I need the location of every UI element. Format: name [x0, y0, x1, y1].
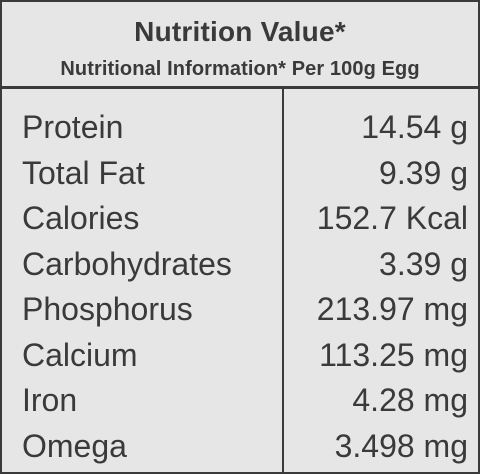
- table-subtitle: Nutritional Information* Per 100g Egg: [60, 58, 420, 80]
- nutrient-label: Calories: [22, 200, 140, 236]
- nutrient-label: Protein: [22, 109, 124, 145]
- table-row-calcium: Calcium 113.25 mg: [2, 334, 478, 380]
- nutrient-value: 4.28 mg: [352, 382, 468, 418]
- table-row-calories: Calories 152.7 Kcal: [2, 197, 478, 243]
- table-title: Nutrition Value*: [134, 16, 346, 47]
- nutrient-value: 14.54 g: [361, 109, 468, 145]
- nutrient-label: Carbohydrates: [22, 245, 232, 282]
- table-row-omega: Omega 3.498 mg: [2, 425, 478, 471]
- nutrient-label: Iron: [22, 382, 78, 418]
- nutrient-label: Total Fat: [22, 154, 145, 191]
- nutrient-value: 113.25 mg: [319, 336, 468, 373]
- table-row-phosphorus: Phosphorus 213.97 mg: [2, 288, 478, 334]
- nutrient-rows: Protein 14.54 g Total Fat 9.39 g Calorie…: [2, 106, 478, 470]
- nutrient-value: 3.498 mg: [334, 427, 468, 464]
- table-row-carbohydrates: Carbohydrates 3.39 g: [2, 243, 478, 289]
- nutrient-label: Phosphorus: [22, 291, 193, 327]
- table-row-iron: Iron 4.28 mg: [2, 379, 478, 425]
- table-row-protein: Protein 14.54 g: [2, 106, 478, 152]
- nutrient-value: 9.39 g: [379, 154, 468, 191]
- table-row-total-fat: Total Fat 9.39 g: [2, 152, 478, 198]
- nutrient-label: Calcium: [22, 336, 138, 373]
- nutrient-label: Omega: [22, 427, 127, 464]
- nutrient-value: 213.97 mg: [316, 291, 468, 327]
- table-header: Nutrition Value* Nutritional Information…: [2, 2, 478, 89]
- nutrient-value: 3.39 g: [379, 245, 468, 282]
- column-divider: [282, 89, 284, 472]
- nutrient-value: 152.7 Kcal: [316, 200, 468, 236]
